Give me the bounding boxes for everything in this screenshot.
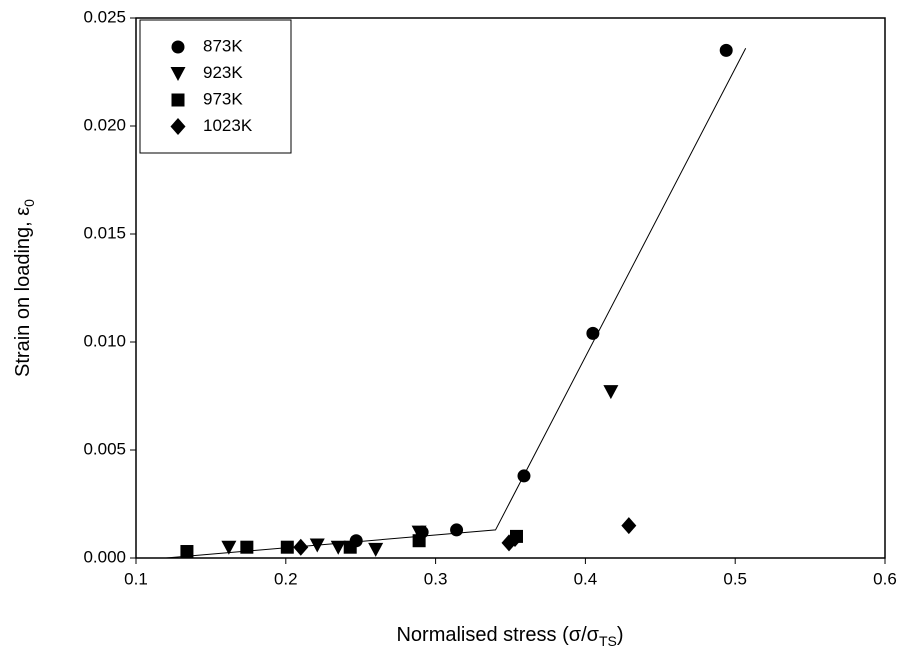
point	[330, 540, 346, 555]
legend-marker	[170, 67, 186, 81]
point	[411, 525, 427, 540]
point	[343, 540, 357, 554]
point	[280, 540, 294, 554]
x-label-end: )	[617, 624, 624, 646]
plot-frame	[135, 17, 886, 559]
fit-line	[165, 48, 747, 559]
x-tick-label: 0.4	[574, 569, 598, 588]
y-axis-label: Strain on loading, ε0	[12, 199, 36, 377]
legend-label: 1023K	[203, 116, 253, 135]
y-tick-label: 0.005	[83, 439, 126, 458]
point	[293, 538, 309, 556]
y-tick-label: 0.025	[83, 7, 126, 26]
point	[517, 469, 531, 483]
x-tick-label: 0.1	[124, 569, 148, 588]
point	[221, 540, 237, 555]
point	[368, 542, 384, 557]
legend-marker	[171, 93, 185, 107]
legend-label: 973K	[203, 89, 243, 108]
point	[719, 43, 733, 57]
legend-marker	[171, 40, 185, 54]
x-tick-label: 0.6	[873, 569, 897, 588]
legend-label: 873K	[203, 36, 243, 55]
x-tick-label: 0.5	[723, 569, 747, 588]
point	[240, 540, 254, 554]
y-tick-label: 0.020	[83, 115, 126, 134]
y-tick-label: 0.015	[83, 223, 126, 242]
point	[412, 534, 426, 548]
y-label-sub: 0	[21, 199, 37, 207]
y-tick-label: 0.010	[83, 331, 126, 350]
x-label-sub: TS	[599, 633, 617, 649]
point	[309, 538, 325, 553]
x-axis-label: Normalised stress (σ/σTS)	[396, 624, 623, 648]
x-tick-label: 0.3	[424, 569, 448, 588]
legend-marker	[170, 118, 186, 135]
y-tick-label: 0.000	[83, 547, 126, 566]
x-tick-label: 0.2	[274, 569, 298, 588]
point	[621, 517, 637, 535]
x-label-text: Normalised stress (σ/σ	[396, 624, 599, 646]
point	[603, 385, 619, 400]
y-label-text: Strain on loading, ε	[12, 207, 34, 377]
legend-box	[139, 19, 292, 154]
point	[450, 523, 464, 537]
point	[507, 530, 523, 548]
point	[180, 545, 194, 559]
point	[586, 326, 600, 340]
legend-label: 923K	[203, 63, 243, 82]
